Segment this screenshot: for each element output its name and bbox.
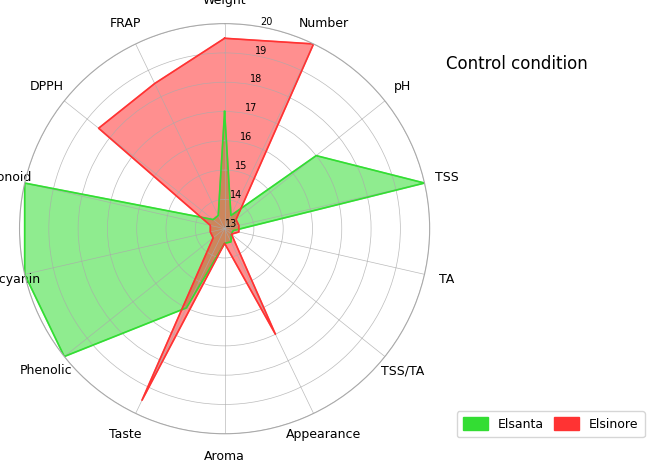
- Legend: Elsanta, Elsinore: Elsanta, Elsinore: [456, 411, 644, 437]
- Polygon shape: [25, 111, 424, 357]
- Text: Control condition: Control condition: [446, 55, 588, 73]
- Polygon shape: [98, 38, 314, 400]
